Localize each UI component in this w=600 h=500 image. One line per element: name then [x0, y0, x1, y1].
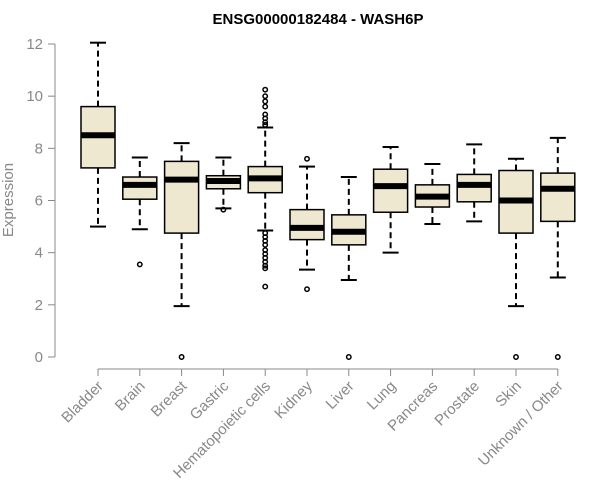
iqr-box: [289, 208, 325, 241]
outlier-point: [304, 286, 310, 293]
x-tick-label: Bladder: [58, 378, 107, 427]
x-tick-label: Kidney: [271, 377, 316, 422]
box-lung: [372, 146, 409, 254]
outlier-point: [345, 354, 352, 360]
x-tick-label: Prostate: [431, 378, 483, 430]
outlier-point: [304, 155, 310, 162]
outlier-point: [262, 121, 269, 128]
y-tick-label: 6: [35, 193, 43, 210]
outlier-point: [262, 86, 269, 93]
box-breast: [163, 142, 200, 360]
iqr-box: [122, 176, 158, 200]
outlier-point: [262, 241, 269, 248]
outlier-point: [178, 354, 185, 360]
box-brain: [122, 156, 158, 268]
outlier-point: [554, 354, 561, 360]
x-tick-label: Skin: [492, 378, 525, 411]
outlier-point: [262, 98, 269, 105]
iqr-box: [372, 168, 409, 213]
y-axis-title: Expression: [0, 163, 17, 237]
outlier-point: [220, 206, 227, 213]
iqr-box: [540, 172, 576, 223]
y-tick-label: 12: [26, 36, 43, 53]
y-tick-label: 8: [35, 140, 43, 157]
outlier-point: [262, 119, 269, 126]
box-kidney: [289, 155, 325, 293]
outlier-point: [262, 283, 269, 290]
y-tick-label: 10: [26, 88, 43, 105]
x-tick-label: Brain: [112, 378, 149, 415]
box-pancreas: [414, 162, 451, 225]
x-tick-label: Liver: [323, 378, 358, 413]
box-hematopoietic-cells: [247, 86, 283, 290]
outlier-point: [262, 93, 269, 100]
x-tick-label: Breast: [148, 377, 191, 420]
box-skin: [498, 157, 534, 360]
box-unknown-other: [540, 136, 576, 360]
outlier-point: [136, 261, 143, 268]
outlier-point: [262, 103, 269, 110]
outlier-point: [262, 262, 269, 269]
x-tick-label: Lung: [364, 378, 400, 414]
box-prostate: [456, 143, 492, 223]
y-tick-label: 4: [35, 245, 43, 262]
y-axis: 0 2 4 6 8 10 12: [26, 36, 56, 366]
outlier-point: [262, 265, 269, 272]
iqr-box: [163, 160, 200, 234]
box-liver: [331, 176, 367, 360]
box-gastric: [205, 156, 242, 213]
boxes-group: [80, 41, 576, 360]
box-bladder: [80, 41, 116, 228]
chart-title: ENSG00000182484 - WASH6P: [213, 11, 424, 28]
y-tick-label: 0: [35, 349, 43, 366]
outlier-point: [513, 354, 519, 360]
iqr-box: [456, 173, 492, 203]
y-tick-label: 2: [35, 297, 43, 314]
